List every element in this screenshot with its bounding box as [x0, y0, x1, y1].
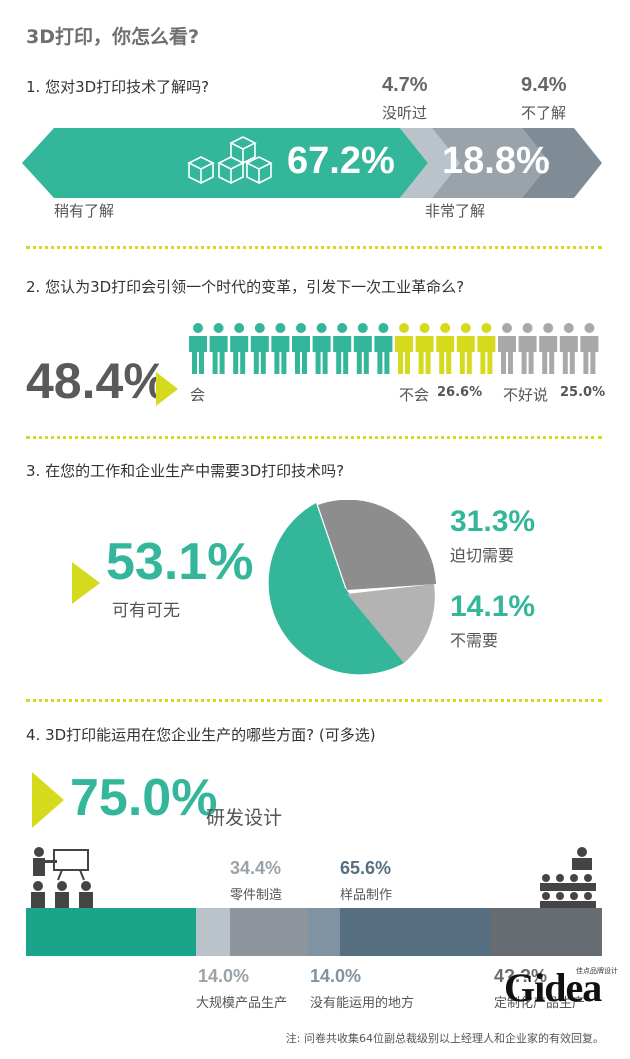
bar-mass [196, 908, 230, 956]
q3-pie-chart [268, 500, 436, 675]
q3-no-need-pct: 14.1% [450, 590, 536, 623]
q3-optional-pct: 53.1% [106, 533, 254, 591]
q1-know-well-pct: 18.8% [442, 140, 550, 182]
person-icon [230, 323, 249, 374]
q2-unsure-pct: 25.0% [560, 385, 606, 400]
q2-unsure-label: 不好说 [503, 386, 549, 404]
divider [26, 699, 602, 702]
person-icon [477, 323, 496, 374]
audience-icon [540, 847, 596, 908]
q1-never-heard-pct: 4.7% [382, 74, 428, 96]
q2-no-label: 不会 [399, 386, 430, 404]
q4-custom-label: 定制化产品生产 [494, 996, 586, 1011]
people-icon-row [189, 323, 599, 374]
q4-sample-pct: 65.6% [340, 858, 392, 878]
person-icon [456, 323, 475, 374]
q1-bar-know-little [22, 128, 428, 198]
bar-parts [230, 908, 308, 956]
pointer-arrow-icon [156, 372, 178, 406]
q1-arrow-bar [22, 128, 602, 198]
q2-yes-label: 会 [190, 386, 206, 404]
person-icon [250, 323, 269, 374]
q1-know-little-label: 稍有了解 [54, 202, 115, 220]
q1-bar-not-know [522, 128, 602, 198]
pointer-arrow-icon [32, 772, 64, 828]
person-icon [189, 323, 207, 374]
brand-logo: Gidea [504, 965, 602, 1010]
question-4: 4. 3D打印能运用在您企业生产的哪些方面? (可多选) [26, 726, 376, 744]
person-icon [518, 323, 537, 374]
q1-bar-know-well [432, 128, 550, 198]
question-3: 3. 在您的工作和企业生产中需要3D打印技术吗? [26, 462, 345, 480]
q4-parts-label: 零件制造 [230, 888, 283, 903]
q2-yes-pct: 48.4% [26, 353, 168, 409]
page-title: 3D打印，你怎么看? [26, 26, 200, 48]
q4-none-label: 没有能运用的地方 [310, 996, 415, 1011]
q4-none-pct: 14.0% [310, 966, 362, 986]
person-icon [559, 323, 578, 374]
q4-stacked-bar [26, 908, 602, 956]
q4-mass-label: 大规模产品生产 [196, 996, 288, 1011]
person-icon [436, 323, 455, 374]
q1-know-little-pct: 67.2% [287, 140, 395, 182]
divider [26, 436, 602, 439]
question-2: 2. 您认为3D打印会引领一个时代的变革，引发下一次工业革命么? [26, 278, 465, 296]
q4-parts-pct: 34.4% [230, 858, 282, 878]
bar-sample [340, 908, 490, 956]
pie-slice-no-need [347, 584, 435, 663]
question-1: 1. 您对3D打印技术了解吗? [26, 78, 210, 96]
q1-bar-never-heard [400, 128, 460, 198]
q4-rnd-pct: 75.0% [70, 769, 218, 827]
footnote: 注: 问卷共收集64位副总裁级别以上经理人和企业家的有效回复。 [285, 1032, 604, 1045]
q1-not-know-pct: 9.4% [521, 74, 567, 96]
person-icon [353, 323, 372, 374]
person-icon [333, 323, 352, 374]
person-icon [539, 323, 558, 374]
bar-custom [490, 908, 602, 956]
person-icon [415, 323, 434, 374]
pie-slice-optional [268, 503, 404, 675]
q3-urgent-pct: 31.3% [450, 505, 536, 538]
bar-rnd [26, 908, 196, 956]
person-icon [580, 323, 599, 374]
person-icon [209, 323, 228, 374]
pie-slice-urgent [318, 500, 436, 590]
brand-logo-subtitle: 佳点品牌设计 [576, 967, 618, 975]
divider [26, 246, 602, 249]
q3-optional-label: 可有可无 [112, 601, 180, 621]
cubes-icon [187, 136, 273, 185]
bar-none [308, 908, 340, 956]
q1-never-heard-label: 没听过 [382, 104, 428, 122]
person-icon [498, 323, 516, 374]
pointer-arrow-icon [72, 562, 100, 604]
presentation-icon [31, 847, 93, 908]
person-icon [395, 323, 413, 374]
person-icon [374, 323, 393, 374]
person-icon [271, 323, 290, 374]
q4-custom-pct: 4?.?% [494, 966, 548, 986]
person-icon [312, 323, 331, 374]
person-icon [292, 323, 310, 374]
q1-not-know-label: 不了解 [521, 104, 567, 122]
q4-mass-pct: 14.0% [198, 966, 250, 986]
q2-no-pct: 26.6% [437, 385, 483, 400]
q1-know-well-label: 非常了解 [425, 202, 486, 220]
q3-urgent-label: 迫切需要 [450, 546, 515, 565]
q4-rnd-label: 研发设计 [206, 807, 283, 829]
q3-no-need-label: 不需要 [450, 631, 499, 650]
q4-sample-label: 样品制作 [340, 888, 393, 903]
